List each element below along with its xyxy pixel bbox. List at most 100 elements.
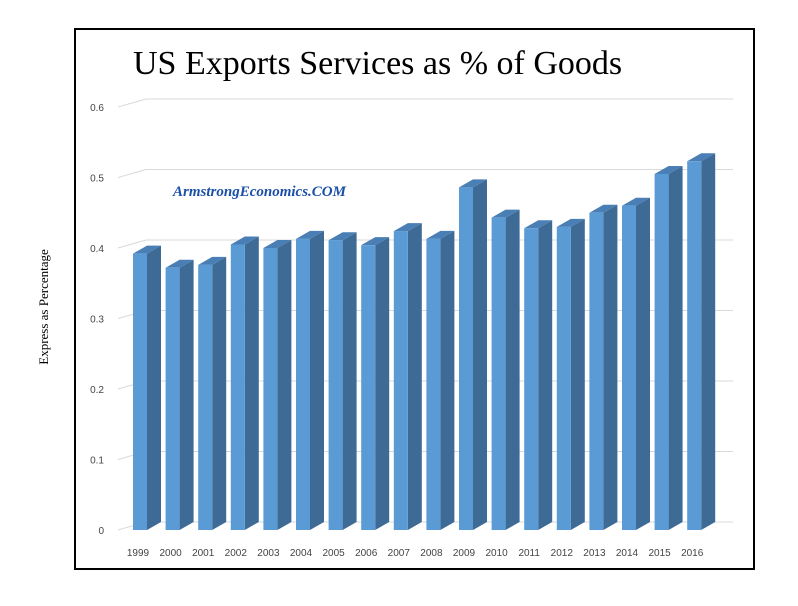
bar-side xyxy=(570,218,585,530)
bar-side xyxy=(636,197,650,530)
bar-2005 xyxy=(328,232,357,530)
bar-2000 xyxy=(165,259,194,530)
x-tick-label: 2016 xyxy=(681,548,704,559)
bar-front xyxy=(328,240,343,530)
bar-front xyxy=(133,253,147,530)
x-tick-label: 2009 xyxy=(453,548,476,559)
bar-2003 xyxy=(263,240,292,530)
bar-top xyxy=(556,218,585,227)
y-tick-label: 0.4 xyxy=(90,244,104,255)
bar-top xyxy=(654,165,683,174)
gridline xyxy=(117,98,733,108)
bar-top xyxy=(393,223,422,232)
gridline xyxy=(117,169,733,178)
x-axis-ticks: 1999 2000 2001 2002 2003 2004 2005 2006 2007 2008… xyxy=(127,548,704,559)
bar-side xyxy=(310,230,324,530)
bar-2001 xyxy=(198,256,227,530)
x-tick-label: 2007 xyxy=(388,548,411,559)
y-axis-label: Express as Percentage xyxy=(36,249,51,365)
bar-2007 xyxy=(393,223,422,530)
bar-top xyxy=(230,236,259,245)
x-tick-label: 2014 xyxy=(616,548,639,559)
bar-side xyxy=(179,259,194,530)
bar-2015 xyxy=(654,165,683,530)
chart-title: US Exports Services as % of Goods xyxy=(133,45,622,82)
bar-2009 xyxy=(459,179,487,530)
bar-front xyxy=(393,231,408,530)
x-tick-label: 2002 xyxy=(225,548,248,559)
bar-2002 xyxy=(230,236,259,530)
x-tick-label: 2001 xyxy=(192,548,215,559)
x-tick-label: 2010 xyxy=(485,548,508,559)
bar-top xyxy=(361,237,390,246)
bar-top xyxy=(198,256,227,265)
bar-side xyxy=(277,240,292,530)
bar-2011 xyxy=(524,220,553,530)
bar-side xyxy=(603,204,618,530)
bar-front xyxy=(230,244,245,530)
bar-side xyxy=(440,230,455,530)
bar-front xyxy=(198,264,213,530)
bar-side xyxy=(147,245,161,530)
bar-side xyxy=(538,220,553,530)
bar-top xyxy=(263,240,292,248)
bar-1999 xyxy=(133,245,161,530)
y-axis-ticks: 0 0.1 0.2 0.3 0.4 0.5 0.6 xyxy=(90,103,104,537)
x-tick-label: 2013 xyxy=(583,548,606,559)
bar-side xyxy=(407,223,422,530)
y-tick-label: 0.5 xyxy=(90,174,104,185)
bar-front xyxy=(622,205,636,530)
bar-2016 xyxy=(687,153,716,530)
bar-side xyxy=(342,232,357,530)
bar-top xyxy=(589,204,618,213)
bar-top xyxy=(622,197,650,206)
bar-side xyxy=(375,237,390,530)
y-tick-label: 0.2 xyxy=(90,385,104,396)
x-tick-label: 2006 xyxy=(355,548,378,559)
bar-front xyxy=(654,173,669,530)
x-tick-label: 2000 xyxy=(159,548,182,559)
bar-top xyxy=(328,232,357,241)
bar-2012 xyxy=(556,218,585,530)
bar-side xyxy=(212,256,227,530)
bar-front xyxy=(687,161,702,530)
bar-front xyxy=(426,238,441,530)
bar-top xyxy=(165,259,194,268)
bar-top xyxy=(296,230,324,239)
x-tick-label: 2008 xyxy=(420,548,443,559)
y-tick-label: 0.1 xyxy=(90,456,104,467)
bar-front xyxy=(589,212,604,530)
bar-2004 xyxy=(296,230,324,530)
x-tick-label: 2012 xyxy=(551,548,574,559)
bar-front xyxy=(491,217,506,530)
bar-2014 xyxy=(622,197,650,530)
y-tick-label: 0 xyxy=(98,526,104,537)
watermark-text: ArmstrongEconomics.COM xyxy=(172,184,347,200)
y-tick-label: 0.3 xyxy=(90,315,104,326)
bar-front xyxy=(459,187,473,530)
bar-side xyxy=(701,153,716,530)
bar-side xyxy=(244,236,259,530)
bar-front xyxy=(556,226,571,530)
y-tick-label: 0.6 xyxy=(90,103,104,114)
bar-side xyxy=(505,209,520,530)
x-tick-label: 2015 xyxy=(648,548,671,559)
bar-2010 xyxy=(491,209,520,530)
bar-side xyxy=(473,179,487,530)
x-tick-label: 1999 xyxy=(127,548,150,559)
bar-top xyxy=(426,230,455,239)
bar-2013 xyxy=(589,204,618,530)
x-tick-label: 2011 xyxy=(518,548,540,559)
bars xyxy=(133,153,716,530)
bar-top xyxy=(524,220,553,229)
bar-front xyxy=(361,245,376,530)
bar-front xyxy=(524,228,539,530)
bar-front xyxy=(165,267,180,530)
bar-front xyxy=(296,238,310,530)
bar-2008 xyxy=(426,230,455,530)
x-tick-label: 2004 xyxy=(290,548,313,559)
bar-top xyxy=(687,153,716,162)
x-tick-label: 2005 xyxy=(322,548,345,559)
x-tick-label: 2003 xyxy=(257,548,280,559)
